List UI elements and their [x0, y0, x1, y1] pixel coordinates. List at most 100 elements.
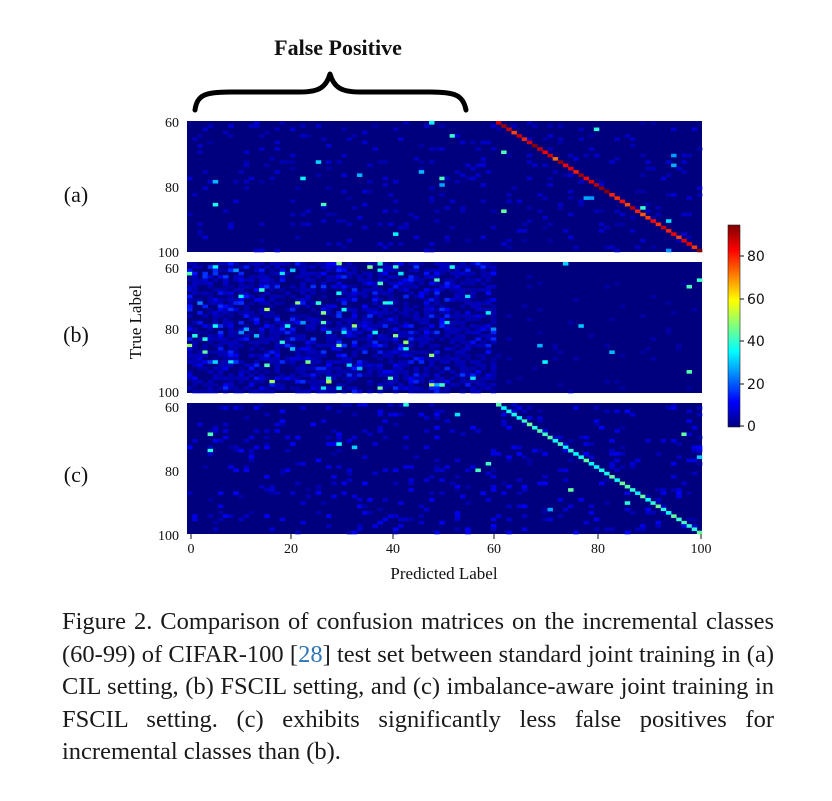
heatmap-b-cell	[413, 304, 420, 309]
heatmap-c-cell	[645, 497, 651, 502]
heatmap-c-cell	[274, 422, 280, 427]
heatmap-c-cell	[315, 458, 322, 463]
heatmap-b-cell	[228, 373, 234, 377]
heatmap-b-cell	[650, 356, 656, 361]
heatmap-a-cell	[640, 238, 646, 243]
heatmap-c-cell	[408, 481, 414, 486]
heatmap-c-cell	[269, 488, 275, 492]
heatmap-b-cell	[305, 317, 311, 322]
heatmap-b-cell	[465, 347, 471, 351]
heatmap-b-cell	[393, 320, 399, 325]
heatmap-a-cell	[681, 160, 687, 164]
heatmap-b-cell	[300, 370, 306, 374]
heatmap-c-cell	[568, 448, 574, 453]
heatmap-a-cell	[624, 134, 631, 138]
heatmap-b-cell	[408, 379, 414, 384]
heatmap-a-cell	[599, 222, 605, 227]
heatmap-b-cell	[228, 298, 234, 302]
heatmap-a-cell	[542, 163, 548, 168]
heatmap-b-cell	[192, 271, 198, 276]
heatmap-b-cell	[485, 373, 492, 377]
heatmap-b-cell	[367, 373, 373, 377]
heatmap-b-cell	[187, 360, 193, 364]
heatmap-b-cell	[465, 370, 471, 374]
heatmap-c-cell	[408, 478, 414, 482]
heatmap-b-cell	[259, 366, 265, 371]
heatmap-b-cell	[187, 337, 193, 341]
heatmap-b-cell	[284, 271, 291, 276]
heatmap-b-cell	[362, 337, 368, 341]
heatmap-b-cell	[331, 337, 337, 341]
heatmap-b-cell	[300, 262, 306, 266]
heatmap-b-cell	[382, 304, 389, 309]
heatmap-b-cell	[336, 298, 342, 302]
heatmap-b-cell	[290, 363, 296, 368]
heatmap-b-cell	[253, 317, 260, 322]
heatmap-c-cell	[207, 452, 214, 456]
heatmap-b-cell	[429, 298, 435, 302]
heatmap-c-cell	[217, 491, 224, 495]
heatmap-b-cell	[187, 356, 193, 361]
heatmap-c-cell	[393, 422, 399, 427]
heatmap-b-cell	[320, 265, 327, 269]
heatmap-a-cell	[326, 242, 332, 246]
heatmap-b-cell	[192, 330, 198, 335]
heatmap-b-cell	[485, 275, 492, 279]
heatmap-b-cell	[192, 340, 198, 345]
heatmap-a-cell	[243, 179, 250, 184]
heatmap-c-cell	[444, 465, 450, 469]
heatmap-a-cell	[362, 130, 368, 135]
heatmap-b-cell	[238, 281, 244, 286]
heatmap-b-cell	[485, 327, 492, 332]
heatmap-b-cell	[187, 262, 193, 266]
heatmap-c-cell	[583, 520, 589, 525]
heatmap-b-cell	[398, 363, 404, 368]
heatmap-b-cell	[418, 356, 425, 361]
heatmap-a-cell	[547, 183, 553, 187]
heatmap-c-cell	[264, 488, 270, 492]
heatmap-b-cell	[377, 281, 383, 286]
heatmap-c-cell	[207, 448, 214, 453]
heatmap-b-cell	[274, 334, 280, 338]
heatmap-b-cell	[264, 284, 270, 289]
heatmap-b-cell	[305, 298, 311, 302]
heatmap-c-cell	[403, 403, 409, 407]
heatmap-c-cell	[593, 527, 600, 532]
heatmap-b-cell	[367, 324, 373, 328]
heatmap-b-cell	[223, 337, 229, 341]
heatmap-b-cell	[187, 373, 193, 377]
heatmap-a-cell	[264, 130, 270, 135]
heatmap-a-cell	[259, 147, 265, 151]
heatmap-b-cell	[490, 284, 497, 289]
heatmap-c-cell	[393, 527, 399, 532]
heatmap-c-cell	[393, 412, 399, 417]
heatmap-b-cell	[382, 343, 389, 348]
heatmap-b-cell	[444, 389, 450, 394]
heatmap-b-cell	[346, 294, 353, 299]
heatmap-b-cell	[315, 366, 322, 371]
heatmap-a-cell	[568, 196, 574, 200]
heatmap-b-cell	[326, 307, 332, 312]
heatmap-b-cell	[253, 363, 260, 368]
heatmap-a-cell	[367, 163, 373, 168]
heatmap-b-cell	[377, 383, 383, 387]
heatmap-b-cell	[387, 327, 394, 332]
heatmap-a-cell	[346, 196, 353, 200]
heatmap-b-cell	[300, 366, 306, 371]
heatmap-b-cell	[284, 376, 291, 381]
heatmap-b-cell	[238, 373, 244, 377]
heatmap-a-cell	[305, 209, 311, 213]
heatmap-b-cell	[506, 356, 512, 361]
heatmap-c-cell	[501, 406, 507, 410]
heatmap-b-cell	[346, 275, 353, 279]
heatmap-b-cell	[429, 379, 435, 384]
heatmap-b-cell	[393, 340, 399, 345]
heatmap-b-cell	[403, 304, 409, 309]
heatmap-b-cell	[279, 268, 286, 273]
heatmap-c-cell	[568, 488, 574, 492]
heatmap-c-cell	[454, 458, 461, 463]
citation-link[interactable]: 28	[298, 640, 323, 668]
heatmap-b-cell	[259, 337, 265, 341]
heatmap-a-cell	[305, 222, 311, 227]
heatmap-b-cell	[192, 347, 198, 351]
